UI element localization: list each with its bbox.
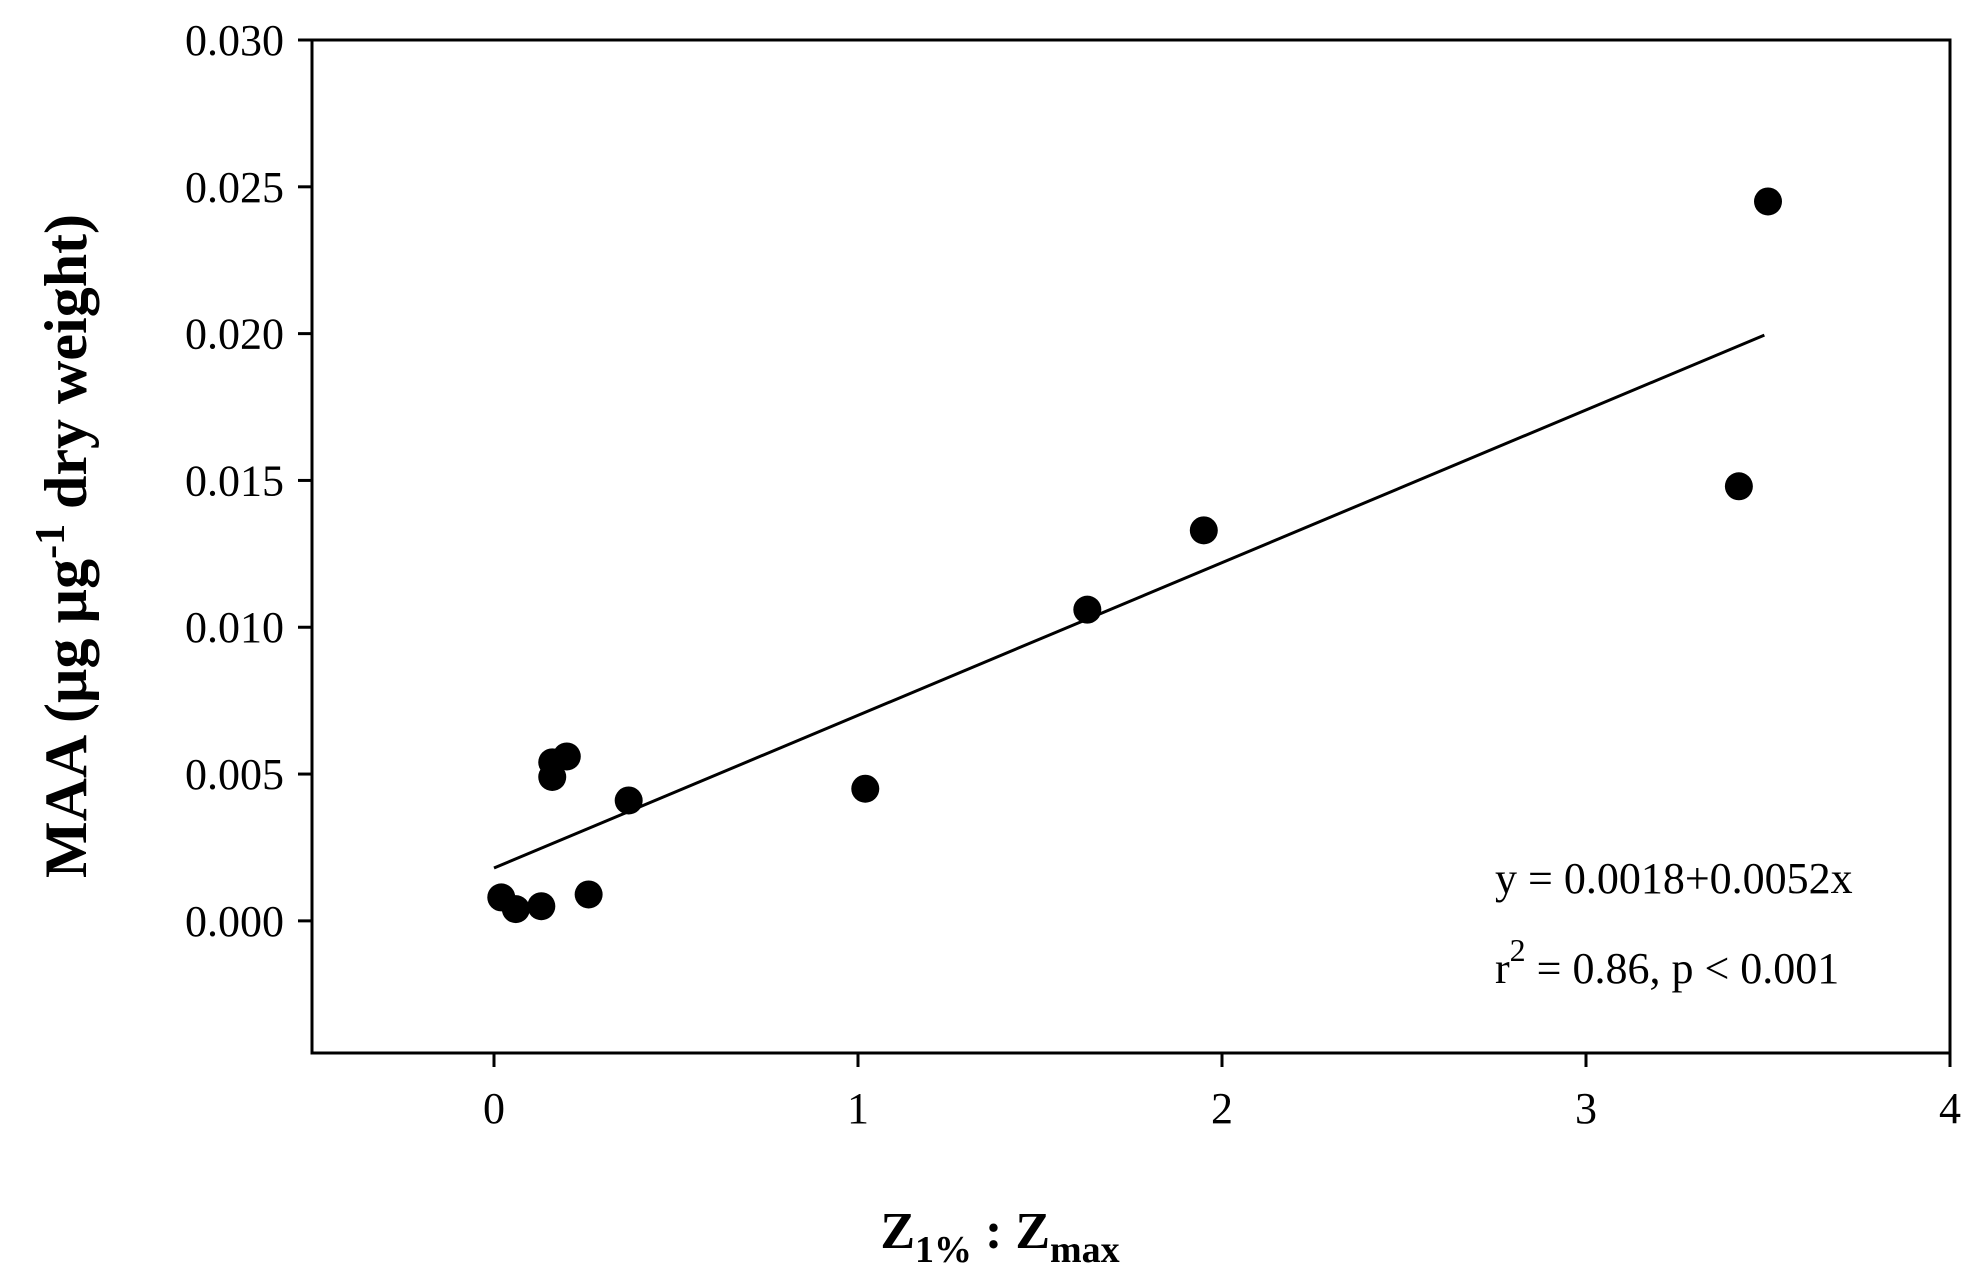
y-tick-label: 0.005 xyxy=(185,750,284,799)
x-tick-label: 2 xyxy=(1211,1084,1233,1133)
y-axis-title-tail: dry weight) xyxy=(33,214,99,524)
y-tick-label: 0.000 xyxy=(185,897,284,946)
data-point xyxy=(1754,187,1782,216)
data-points xyxy=(487,187,1782,924)
y-tick-label: 0.030 xyxy=(185,16,284,65)
data-point xyxy=(501,895,530,924)
y-tick-label: 0.020 xyxy=(185,310,284,359)
r-superscript: 2 xyxy=(1510,932,1526,968)
y-axis-ticks: 0.000 0.005 0.010 0.015 0.020 0.025 0.030 xyxy=(185,16,312,946)
y-tick-label: 0.010 xyxy=(185,603,284,652)
x-tick-label: 3 xyxy=(1575,1084,1597,1133)
x-axis-ticks: 0 1 2 3 4 xyxy=(483,1053,1961,1133)
x-axis-title-sub2: max xyxy=(1050,1229,1120,1265)
data-point xyxy=(851,774,880,803)
data-point xyxy=(1189,516,1218,545)
data-point xyxy=(1073,595,1102,624)
x-axis-title-mid: : Z xyxy=(972,1203,1050,1260)
y-axis-title: MAA (µg µg-1 dry weight) xyxy=(28,214,99,878)
data-point xyxy=(614,786,643,815)
regression-equation: y = 0.0018+0.0052x xyxy=(1495,854,1853,903)
x-axis-title: Z1% : Zmax xyxy=(880,1203,1119,1265)
y-tick-label: 0.025 xyxy=(185,163,284,212)
regression-stats: r2 = 0.86, p < 0.001 xyxy=(1495,932,1839,993)
data-point xyxy=(574,880,603,909)
x-tick-label: 1 xyxy=(847,1084,869,1133)
data-point xyxy=(552,742,581,771)
y-axis-title-sup: -1 xyxy=(28,524,74,559)
data-point xyxy=(1724,472,1753,501)
data-point xyxy=(527,892,556,921)
r-label: r xyxy=(1495,944,1510,993)
y-tick-label: 0.015 xyxy=(185,456,284,505)
r-stats: = 0.86, p < 0.001 xyxy=(1526,944,1840,993)
regression-line xyxy=(493,333,1765,870)
x-axis-title-sub1: 1% xyxy=(915,1229,972,1265)
x-tick-label: 4 xyxy=(1939,1084,1961,1133)
plot-frame xyxy=(310,38,1952,1055)
x-tick-label: 0 xyxy=(483,1084,505,1133)
x-axis-title-base: Z xyxy=(880,1203,915,1260)
y-axis-title-main: MAA (µg µg xyxy=(33,559,99,878)
